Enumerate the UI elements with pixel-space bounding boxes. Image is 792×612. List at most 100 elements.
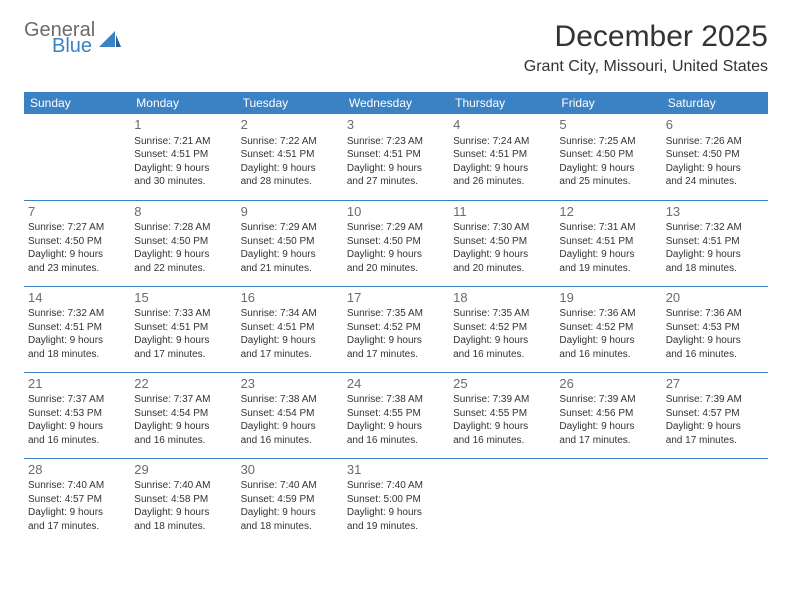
day-header: Thursday bbox=[449, 92, 555, 114]
cell-line: Sunrise: 7:24 AM bbox=[453, 135, 551, 149]
cell-line: Sunset: 4:57 PM bbox=[28, 493, 126, 507]
calendar-cell: 15Sunrise: 7:33 AMSunset: 4:51 PMDayligh… bbox=[130, 286, 236, 372]
cell-line: Sunset: 4:54 PM bbox=[241, 407, 339, 421]
day-header: Wednesday bbox=[343, 92, 449, 114]
cell-line: Sunrise: 7:32 AM bbox=[666, 221, 764, 235]
cell-line: Daylight: 9 hours bbox=[28, 334, 126, 348]
cell-line: Daylight: 9 hours bbox=[134, 420, 232, 434]
cell-line: Daylight: 9 hours bbox=[241, 248, 339, 262]
calendar-cell: 19Sunrise: 7:36 AMSunset: 4:52 PMDayligh… bbox=[555, 286, 661, 372]
cell-line: Sunset: 4:50 PM bbox=[347, 235, 445, 249]
cell-line: Sunset: 4:51 PM bbox=[28, 321, 126, 335]
cell-line: Sunset: 5:00 PM bbox=[347, 493, 445, 507]
cell-line: Daylight: 9 hours bbox=[134, 506, 232, 520]
cell-line: Daylight: 9 hours bbox=[453, 334, 551, 348]
day-header: Monday bbox=[130, 92, 236, 114]
day-number: 31 bbox=[347, 461, 445, 479]
day-header: Friday bbox=[555, 92, 661, 114]
day-number: 9 bbox=[241, 203, 339, 221]
calendar-cell: 18Sunrise: 7:35 AMSunset: 4:52 PMDayligh… bbox=[449, 286, 555, 372]
cell-line: Daylight: 9 hours bbox=[347, 162, 445, 176]
day-number: 29 bbox=[134, 461, 232, 479]
cell-line: Daylight: 9 hours bbox=[666, 162, 764, 176]
calendar-cell: 10Sunrise: 7:29 AMSunset: 4:50 PMDayligh… bbox=[343, 200, 449, 286]
cell-line: Sunset: 4:50 PM bbox=[28, 235, 126, 249]
cell-line: Sunset: 4:50 PM bbox=[666, 148, 764, 162]
logo-line2: Blue bbox=[52, 36, 95, 56]
calendar-cell: 8Sunrise: 7:28 AMSunset: 4:50 PMDaylight… bbox=[130, 200, 236, 286]
cell-line: Sunrise: 7:29 AM bbox=[347, 221, 445, 235]
calendar-cell: 29Sunrise: 7:40 AMSunset: 4:58 PMDayligh… bbox=[130, 458, 236, 544]
cell-line: Sunrise: 7:31 AM bbox=[559, 221, 657, 235]
calendar-cell: 31Sunrise: 7:40 AMSunset: 5:00 PMDayligh… bbox=[343, 458, 449, 544]
cell-line: Sunset: 4:51 PM bbox=[666, 235, 764, 249]
day-number: 13 bbox=[666, 203, 764, 221]
cell-line: and 16 minutes. bbox=[241, 434, 339, 448]
cell-line: Sunrise: 7:26 AM bbox=[666, 135, 764, 149]
cell-line: and 17 minutes. bbox=[347, 348, 445, 362]
day-number: 7 bbox=[28, 203, 126, 221]
day-number: 22 bbox=[134, 375, 232, 393]
cell-line: Sunrise: 7:35 AM bbox=[453, 307, 551, 321]
cell-line: Sunset: 4:52 PM bbox=[559, 321, 657, 335]
calendar-cell bbox=[24, 114, 130, 200]
calendar-week-row: 1Sunrise: 7:21 AMSunset: 4:51 PMDaylight… bbox=[24, 114, 768, 200]
cell-line: Daylight: 9 hours bbox=[347, 334, 445, 348]
cell-line: and 16 minutes. bbox=[453, 434, 551, 448]
cell-line: Daylight: 9 hours bbox=[559, 248, 657, 262]
cell-line: Daylight: 9 hours bbox=[666, 420, 764, 434]
calendar-week-row: 28Sunrise: 7:40 AMSunset: 4:57 PMDayligh… bbox=[24, 458, 768, 544]
cell-line: Sunset: 4:50 PM bbox=[453, 235, 551, 249]
calendar-cell: 30Sunrise: 7:40 AMSunset: 4:59 PMDayligh… bbox=[237, 458, 343, 544]
calendar-cell: 7Sunrise: 7:27 AMSunset: 4:50 PMDaylight… bbox=[24, 200, 130, 286]
cell-line: Sunrise: 7:35 AM bbox=[347, 307, 445, 321]
cell-line: Daylight: 9 hours bbox=[347, 506, 445, 520]
cell-line: and 20 minutes. bbox=[347, 262, 445, 276]
calendar-cell: 4Sunrise: 7:24 AMSunset: 4:51 PMDaylight… bbox=[449, 114, 555, 200]
cell-line: Sunrise: 7:37 AM bbox=[134, 393, 232, 407]
day-number: 30 bbox=[241, 461, 339, 479]
cell-line: Sunset: 4:56 PM bbox=[559, 407, 657, 421]
cell-line: Daylight: 9 hours bbox=[28, 420, 126, 434]
cell-line: Sunrise: 7:25 AM bbox=[559, 135, 657, 149]
calendar-cell: 24Sunrise: 7:38 AMSunset: 4:55 PMDayligh… bbox=[343, 372, 449, 458]
day-number: 14 bbox=[28, 289, 126, 307]
cell-line: and 21 minutes. bbox=[241, 262, 339, 276]
cell-line: Sunset: 4:51 PM bbox=[134, 321, 232, 335]
calendar-cell: 5Sunrise: 7:25 AMSunset: 4:50 PMDaylight… bbox=[555, 114, 661, 200]
cell-line: Sunset: 4:53 PM bbox=[666, 321, 764, 335]
cell-line: Daylight: 9 hours bbox=[559, 334, 657, 348]
cell-line: Daylight: 9 hours bbox=[134, 162, 232, 176]
cell-line: and 20 minutes. bbox=[453, 262, 551, 276]
cell-line: Daylight: 9 hours bbox=[28, 506, 126, 520]
day-number: 2 bbox=[241, 116, 339, 134]
cell-line: Sunrise: 7:27 AM bbox=[28, 221, 126, 235]
cell-line: and 24 minutes. bbox=[666, 175, 764, 189]
calendar-cell bbox=[662, 458, 768, 544]
day-number: 10 bbox=[347, 203, 445, 221]
cell-line: and 17 minutes. bbox=[666, 434, 764, 448]
cell-line: Sunset: 4:54 PM bbox=[134, 407, 232, 421]
day-number: 28 bbox=[28, 461, 126, 479]
day-number: 1 bbox=[134, 116, 232, 134]
cell-line: and 22 minutes. bbox=[134, 262, 232, 276]
month-title: December 2025 bbox=[524, 20, 768, 54]
cell-line: and 16 minutes. bbox=[453, 348, 551, 362]
location: Grant City, Missouri, United States bbox=[524, 58, 768, 76]
cell-line: Sunrise: 7:21 AM bbox=[134, 135, 232, 149]
day-number: 27 bbox=[666, 375, 764, 393]
day-number: 17 bbox=[347, 289, 445, 307]
calendar-cell: 9Sunrise: 7:29 AMSunset: 4:50 PMDaylight… bbox=[237, 200, 343, 286]
cell-line: and 18 minutes. bbox=[241, 520, 339, 534]
cell-line: Sunset: 4:51 PM bbox=[241, 148, 339, 162]
day-number: 8 bbox=[134, 203, 232, 221]
calendar-cell: 26Sunrise: 7:39 AMSunset: 4:56 PMDayligh… bbox=[555, 372, 661, 458]
calendar-cell: 17Sunrise: 7:35 AMSunset: 4:52 PMDayligh… bbox=[343, 286, 449, 372]
cell-line: Daylight: 9 hours bbox=[241, 162, 339, 176]
cell-line: Sunrise: 7:36 AM bbox=[666, 307, 764, 321]
cell-line: and 16 minutes. bbox=[347, 434, 445, 448]
cell-line: Sunrise: 7:34 AM bbox=[241, 307, 339, 321]
cell-line: and 25 minutes. bbox=[559, 175, 657, 189]
logo: General Blue bbox=[24, 20, 121, 56]
day-number: 21 bbox=[28, 375, 126, 393]
